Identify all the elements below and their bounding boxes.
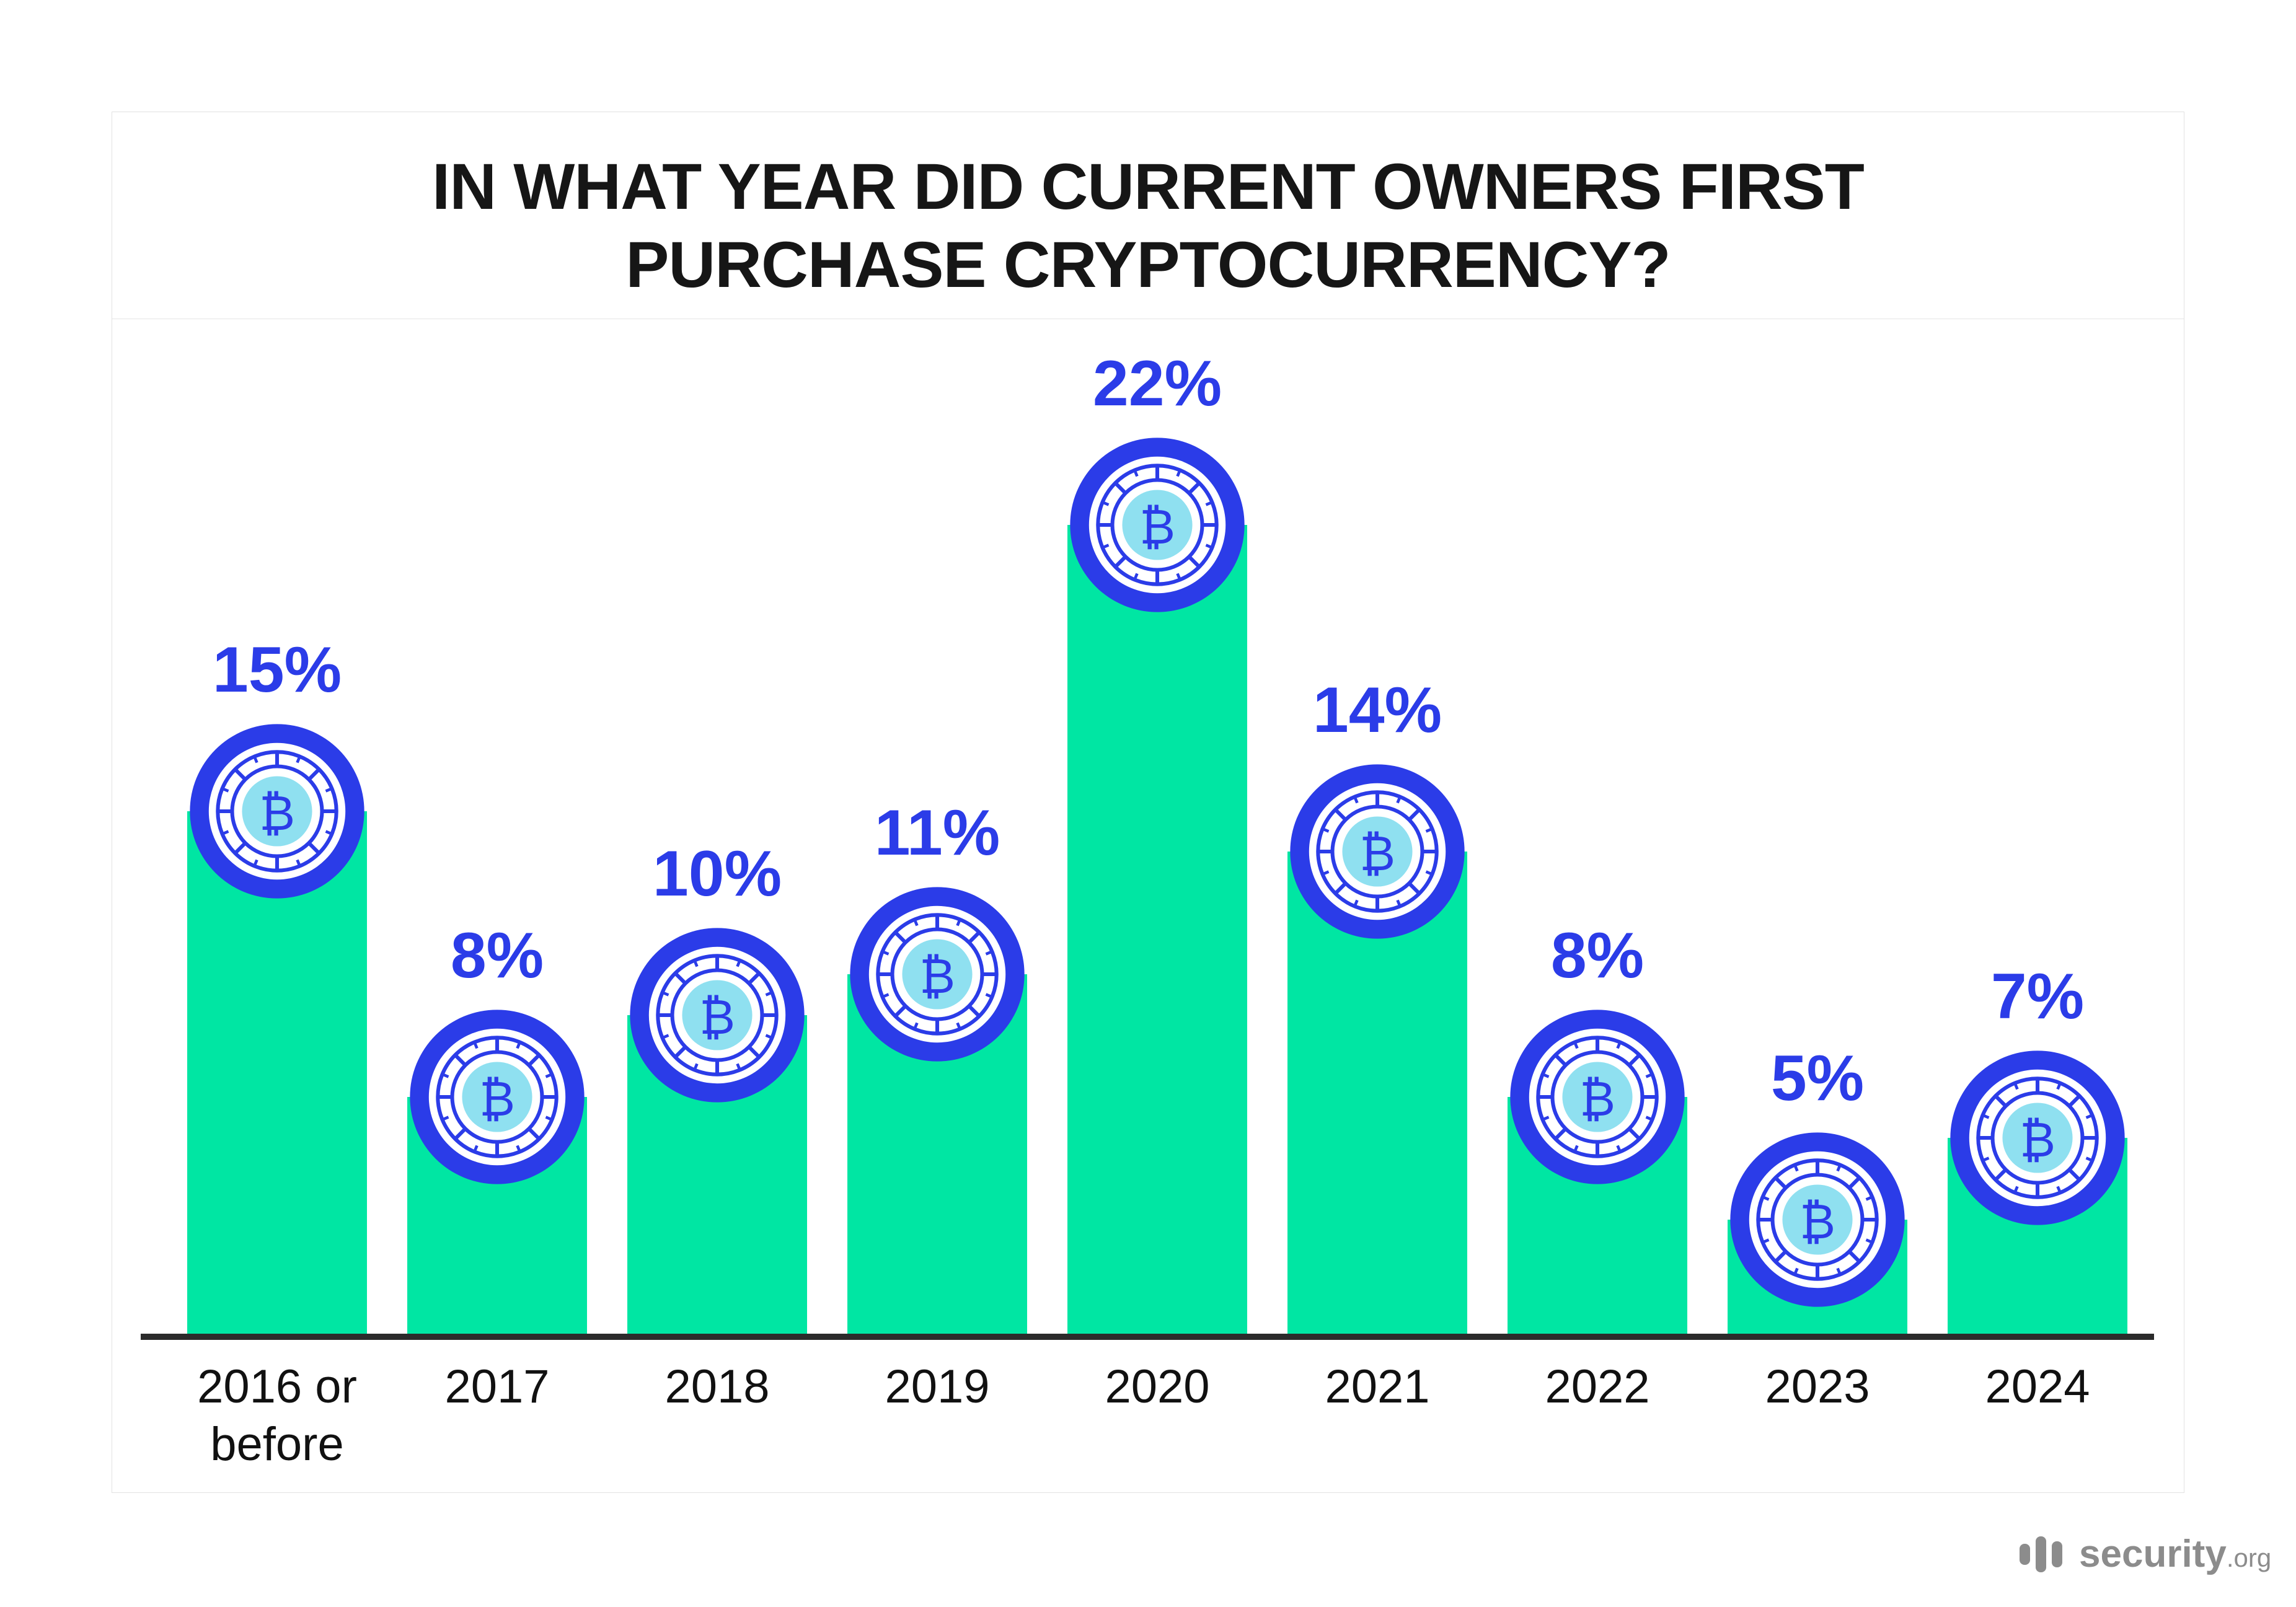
svg-text:₿: ₿ bbox=[1799, 1194, 1835, 1248]
svg-text:₿: ₿ bbox=[1139, 500, 1175, 554]
svg-text:₿: ₿ bbox=[919, 949, 955, 1003]
svg-text:₿: ₿ bbox=[1579, 1072, 1615, 1126]
svg-text:₿: ₿ bbox=[699, 990, 735, 1044]
svg-text:₿: ₿ bbox=[259, 785, 295, 840]
svg-text:₿: ₿ bbox=[479, 1072, 515, 1126]
svg-text:₿: ₿ bbox=[1359, 826, 1395, 881]
svg-text:₿: ₿ bbox=[2020, 1112, 2055, 1167]
